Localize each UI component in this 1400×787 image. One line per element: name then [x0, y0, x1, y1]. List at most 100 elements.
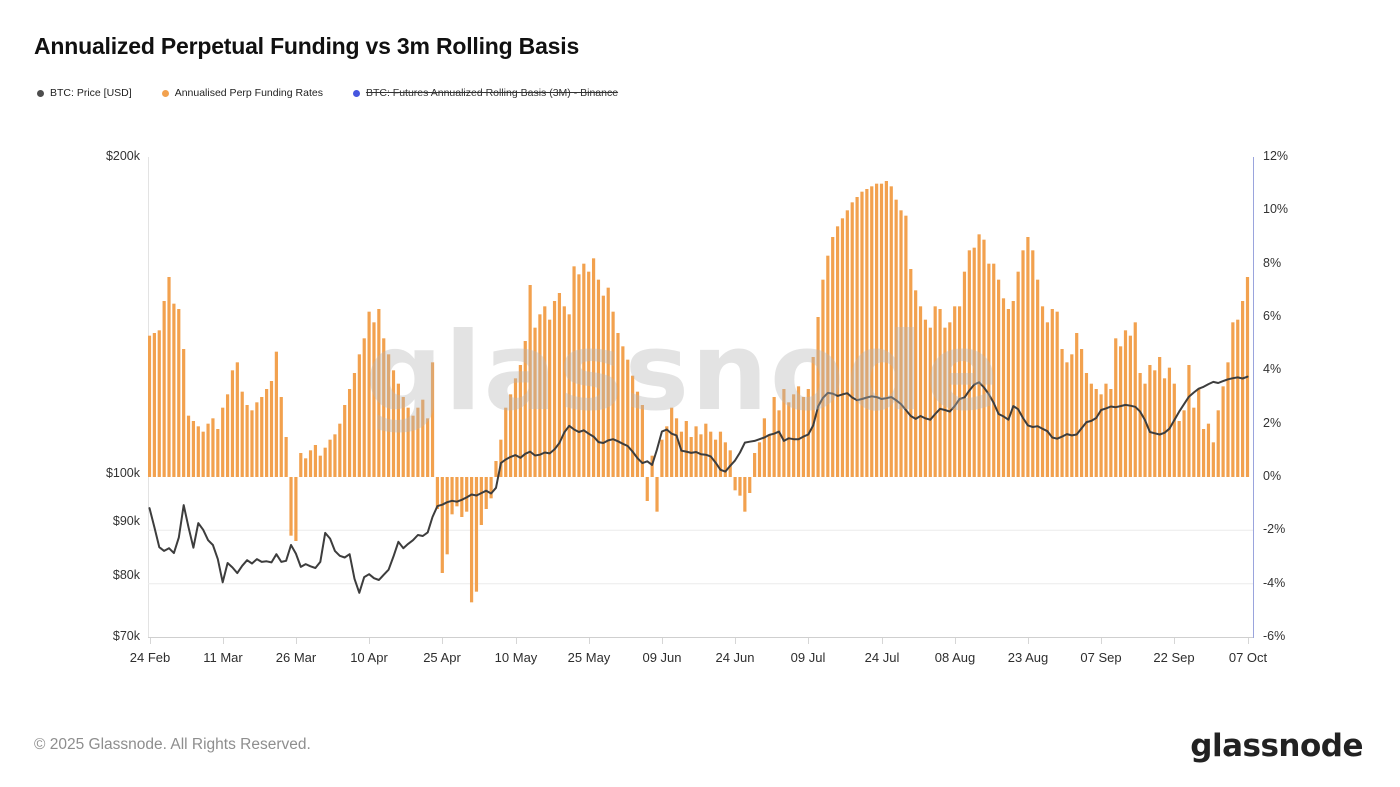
x-axis-tick: [1101, 638, 1102, 644]
x-axis-date-label: 09 Jun: [642, 650, 682, 665]
funding-rate-bar: [1011, 301, 1015, 477]
funding-rate-bar: [728, 450, 732, 477]
funding-rate-bar: [421, 399, 425, 477]
funding-rate-bar: [674, 418, 679, 477]
funding-rate-bar: [304, 458, 308, 477]
funding-rate-bar: [938, 309, 942, 477]
funding-rate-bar: [831, 237, 835, 477]
y-axis-percent-tick-label: 12%: [1263, 149, 1289, 163]
funding-rate-bar: [216, 429, 220, 477]
funding-rate-bar: [372, 322, 376, 477]
x-axis-date-label: 25 May: [567, 650, 611, 665]
funding-rate-bar: [796, 386, 801, 477]
y-axis-percent-tick-label: 6%: [1263, 309, 1282, 323]
funding-rate-bar: [308, 450, 313, 477]
funding-rate-bar: [1075, 333, 1079, 477]
x-axis-tick: [808, 638, 809, 644]
funding-rate-bar: [513, 378, 518, 477]
funding-rate-bar: [401, 397, 405, 477]
funding-rate-bar: [1187, 365, 1191, 477]
funding-rate-bar: [821, 279, 825, 477]
funding-rate-bar: [1148, 365, 1152, 477]
x-axis-date-label: 23 Aug: [1007, 650, 1049, 665]
funding-rate-bar: [1221, 386, 1225, 477]
funding-rate-bar: [1138, 373, 1142, 477]
chart-canvas[interactable]: glassnode: [147, 157, 1253, 637]
x-axis-tick: [955, 638, 956, 644]
funding-rate-bar: [645, 477, 649, 501]
funding-rate-bar: [172, 303, 176, 477]
x-axis-tick: [369, 638, 370, 644]
funding-rate-bar: [1021, 250, 1025, 477]
funding-rate-bar: [1153, 370, 1157, 477]
funding-rate-bar: [933, 306, 937, 477]
funding-rate-bar: [738, 477, 742, 496]
funding-rate-bar: [631, 375, 635, 477]
funding-rate-bar: [704, 423, 708, 477]
funding-rate-bar: [616, 333, 620, 477]
funding-rate-bar: [269, 381, 274, 477]
funding-rate-bar: [435, 477, 440, 509]
funding-rate-bar: [889, 186, 893, 477]
funding-rate-bar: [650, 455, 654, 477]
funding-rate-bar: [1231, 322, 1235, 477]
x-axis-tick: [1174, 638, 1175, 644]
funding-rate-bar: [601, 295, 605, 477]
funding-rate-bar: [518, 365, 522, 477]
legend-item-btc-price[interactable]: BTC: Price [USD]: [37, 87, 132, 99]
y-axis-percent-tick-label: 8%: [1263, 256, 1282, 270]
funding-rate-bar: [626, 359, 630, 477]
funding-rate-bar: [182, 349, 186, 477]
funding-rate-bar: [713, 439, 718, 477]
funding-rate-bar: [265, 389, 269, 477]
funding-rate-bar: [914, 290, 918, 477]
funding-rate-bar: [362, 338, 366, 477]
funding-rate-bar: [635, 391, 640, 477]
legend-item-perp-funding[interactable]: Annualised Perp Funding Rates: [161, 87, 323, 99]
funding-rate-bar: [333, 434, 337, 477]
y-axis-percent-tick-label: 0%: [1263, 469, 1282, 483]
funding-rate-bar: [162, 301, 166, 477]
funding-rate-bar: [274, 351, 278, 477]
legend-dot-icon: [161, 89, 169, 97]
funding-rate-bar: [1236, 319, 1240, 477]
legend-item-rolling-basis[interactable]: BTC: Futures Annualized Rolling Basis (3…: [352, 87, 619, 99]
funding-rate-bar: [655, 477, 659, 512]
funding-rate-bar: [587, 271, 591, 477]
funding-rate-bar: [562, 306, 566, 477]
x-axis-tick: [442, 638, 443, 644]
funding-rate-bar: [1016, 271, 1020, 477]
funding-rate-bar: [850, 202, 854, 477]
funding-rate-bar: [455, 477, 459, 507]
funding-rate-bar: [948, 322, 952, 477]
legend-label: BTC: Price [USD]: [50, 87, 132, 99]
funding-rate-bar: [367, 311, 371, 477]
funding-rate-bar: [1089, 383, 1093, 477]
funding-rate-bar: [1104, 383, 1108, 477]
funding-rate-bar: [1050, 309, 1054, 477]
funding-rate-bar: [816, 317, 820, 477]
funding-rate-bar: [186, 415, 191, 477]
y-axis-price-tick-label: $80k: [112, 568, 140, 582]
x-axis-tick: [589, 638, 590, 644]
funding-rate-bar: [479, 477, 483, 525]
funding-rate-bar: [894, 199, 898, 478]
x-axis-date-label: 08 Aug: [934, 650, 976, 665]
funding-rate-bar: [318, 455, 322, 477]
funding-rate-bar: [928, 327, 932, 477]
chart-plot-area[interactable]: glassnode: [147, 157, 1253, 637]
funding-rate-bar: [533, 327, 537, 477]
funding-rate-bar: [523, 341, 527, 477]
funding-rate-bar: [1211, 442, 1215, 477]
glassnode-logo: glassnode: [1190, 728, 1363, 764]
funding-rate-bar: [167, 277, 171, 477]
funding-rate-bar: [679, 431, 684, 477]
funding-rate-bar: [1162, 378, 1167, 477]
funding-rate-bar: [1094, 389, 1098, 477]
funding-rate-bar: [977, 234, 981, 477]
funding-rate-bar: [411, 415, 415, 477]
legend-label: BTC: Futures Annualized Rolling Basis (3…: [365, 87, 619, 99]
y-axis-percent-tick-label: 4%: [1263, 362, 1282, 376]
funding-rate-bar: [235, 362, 239, 477]
funding-rate-bar: [221, 407, 225, 477]
